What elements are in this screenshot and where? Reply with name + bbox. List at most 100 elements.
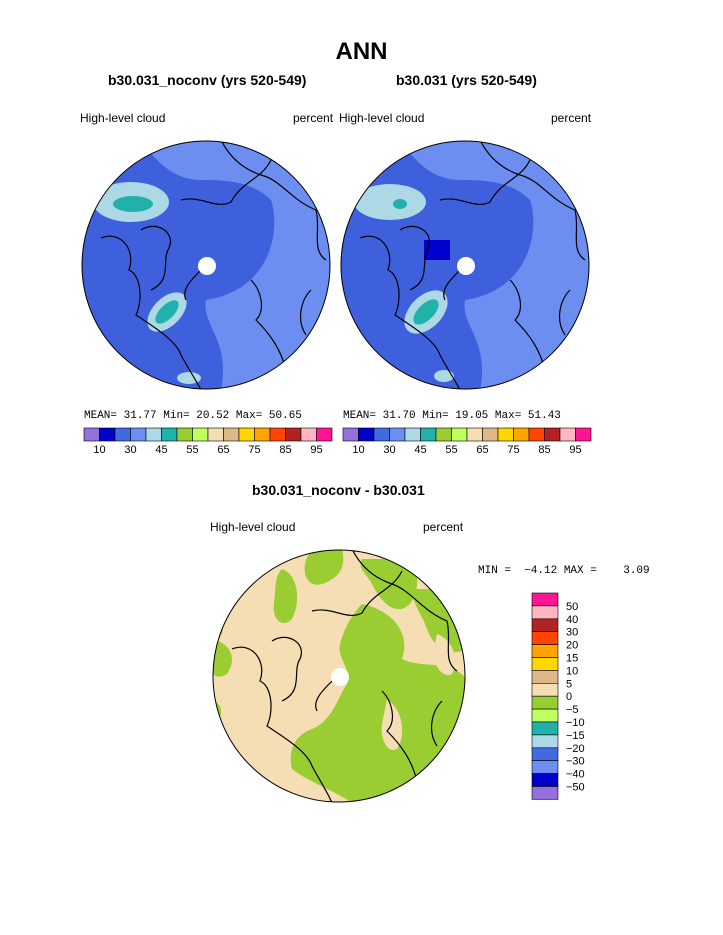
diff-colorbar-swatch [531,605,559,620]
diff-colorbar-label: 10 [566,665,578,677]
diff-colorbar-label: −40 [566,769,585,781]
map-boundary [340,140,590,390]
panel2-colorbar-color-swatch [544,427,561,442]
panel1-units-label: percent [293,111,334,125]
diff-green-region [213,639,232,677]
panel1-colorbar-color-swatch [316,427,333,442]
coastline [359,141,586,389]
panel1-colorbar-color-swatch [130,427,147,442]
panel1-colorbar-color-swatch [192,427,209,442]
panel1-colorbar-color-swatch [269,427,286,442]
diff-colorbar-label: 0 [566,691,572,703]
teal-region [155,300,179,324]
diff-colorbar-swatch [531,747,559,762]
diff-colorbar-label: −20 [566,743,585,755]
panel1-colorbar-tick-label: 85 [279,444,291,456]
panel2-colorbar-color-swatch [373,427,390,442]
diff-green-region [290,604,465,802]
panel1-colorbar-tick-label: 55 [186,444,198,456]
min-value: 20.52 [196,410,230,422]
diff-green-region [273,569,298,624]
panel1-colorbar: 10 30 45 55 65 75 85 95 [83,427,333,456]
panel2-colorbar-color-swatch [528,427,545,442]
diff-colorbar-swatch [531,708,559,723]
max-value: 51.43 [527,410,561,422]
panel1-colorbar-tick-label: 30 [124,444,136,456]
panel1-colorbar-color-swatch [285,427,302,442]
teal-region [413,299,439,325]
diff-colorbar-label: 15 [566,653,578,665]
panel2-colorbar-color-swatch [575,427,592,442]
diff-colorbar-label: −50 [566,782,585,794]
panel2-colorbar-color-swatch [482,427,499,442]
diff-colorbar-label: 20 [566,640,578,652]
panel2-colorbar-tick-label: 45 [414,444,426,456]
panel2-colorbar-tick-label: 75 [507,444,519,456]
diff-variable-label: High-level cloud [210,520,296,534]
ocean-light-region [141,141,330,389]
diff-colorbar-swatch [531,721,559,736]
diff-colorbar-swatch [531,618,559,632]
diff-polar-map [212,549,466,803]
diff-subtitle: b30.031_noconv - b30.031 [252,482,425,498]
map-boundary [212,549,466,803]
diff-colorbar-label: 30 [566,627,578,639]
panel2-colorbar-tick-label: 55 [445,444,457,456]
panel1-colorbar-color-swatch [300,427,317,442]
ocean-light-region [400,141,589,389]
panel1-colorbar-color-swatch [161,427,178,442]
panel1-colorbar-color-swatch [99,427,116,442]
panel1-colorbar-color-swatch [207,427,224,442]
panel1-colorbar-tick-label: 10 [93,444,105,456]
panel1-colorbar-color-swatch [238,427,255,442]
diff-colorbar-swatch [531,734,559,749]
diff-colorbar-swatch [531,760,559,774]
min-label: Min= [163,410,190,422]
panel2-polar-map [340,140,590,390]
panel1-colorbar-tick-label: 65 [217,444,229,456]
diff-colorbar-swatch [531,631,559,645]
teal-region [113,196,153,212]
panel1-colorbar-color-swatch [176,427,193,442]
panel1-colorbar-tick-label: 45 [155,444,167,456]
diff-green-region [213,619,223,637]
panel2-colorbar-color-swatch [559,427,576,442]
panel1-colorbar-color-swatch [145,427,162,442]
panel2-colorbar-color-swatch [389,427,406,442]
panel2-colorbar-color-swatch [513,427,530,442]
cyan-region [177,372,201,384]
panel2-colorbar: 10 30 45 55 65 75 85 95 [342,427,592,456]
diff-colorbar-label: −15 [566,730,585,742]
diff-colorbar-label: −30 [566,756,585,768]
panel2-colorbar-color-swatch [435,427,452,442]
panel1-colorbar-color-swatch [83,427,100,442]
panel2-subtitle: b30.031 (yrs 520-549) [396,72,537,88]
panel1-subtitle: b30.031_noconv (yrs 520-549) [108,72,307,88]
min-value: 19.05 [455,410,489,422]
diff-tan-region [381,699,403,750]
panel1-variable-label: High-level cloud [80,111,166,125]
diff-colorbar-label: 5 [566,678,572,690]
diff-green-region [304,550,344,585]
map-boundary [81,140,331,390]
diff-colorbar-swatch [531,644,559,658]
panel2-colorbar-tick-label: 85 [538,444,550,456]
diff-colorbar-swatch [531,657,559,671]
mean-value: 31.70 [382,410,416,422]
diff-colorbar-swatch [531,670,559,684]
diff-colorbar-swatch [531,786,559,800]
panel2-colorbar-tick-label: 30 [383,444,395,456]
max-label: Max= [235,410,263,422]
pole-hole [457,257,475,275]
panel2-colorbar-color-swatch [451,427,468,442]
panel1-colorbar-color-swatch [114,427,131,442]
panel2-colorbar-color-swatch [404,427,421,442]
diff-green-region [360,559,418,610]
max-label: Max= [494,410,522,422]
panel1-polar-map [81,140,331,390]
panel1-colorbar-color-swatch [223,427,240,442]
coastline [100,141,327,389]
diff-colorbar-swatch [531,592,559,607]
diff-colorbar-label: −5 [566,704,579,716]
